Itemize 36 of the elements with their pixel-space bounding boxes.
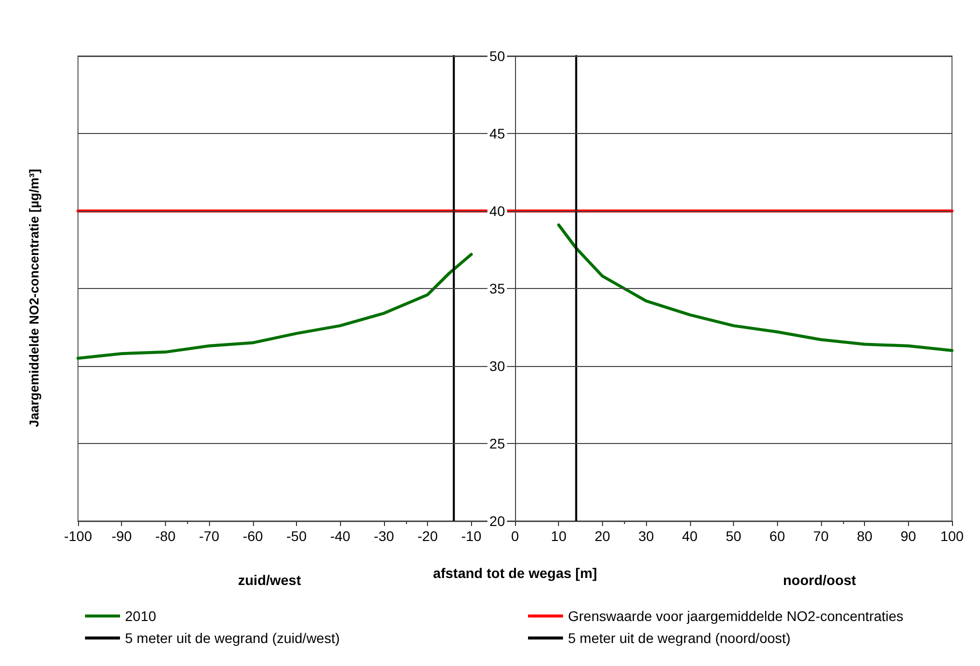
x-tick-label: -60 [242,528,264,544]
legend-label: 5 meter uit de wegrand (zuid/west) [125,630,340,646]
legend-label: 5 meter uit de wegrand (noord/oost) [568,630,791,646]
x-tick-label: -30 [374,528,394,544]
x-tick-label: 10 [550,528,567,544]
y-tick-label: 20 [489,513,506,529]
x-tick-label: 100 [940,528,964,544]
x-tick-label: -90 [112,528,132,544]
y-tick-label: 45 [489,126,506,142]
x-tick-label: -50 [286,528,307,544]
x-tick-label: 70 [813,528,829,544]
x-tick-label: -70 [198,528,220,544]
x-tick-label: 30 [638,528,654,544]
y-axis-title: Jaargemiddelde NO2-concentratie [µg/m³] [26,168,42,428]
x-tick-label: 40 [682,528,698,544]
x-tick-label: 60 [769,528,786,544]
x-tick-label: 50 [726,528,742,544]
legend-label: Grenswaarde voor jaargemiddelde NO2-concentraties [568,608,904,624]
text: noord/oost [782,572,856,588]
x-tick-label: -80 [155,528,176,544]
x-tick-label: -10 [461,528,482,544]
x-tick-label: 80 [856,528,873,544]
legend-label: 2010 [125,608,156,624]
x-tick-label: -100 [64,528,92,544]
x-tick-label: -20 [417,528,438,544]
y-tick-label: 40 [489,203,506,219]
text: zuid/west [238,572,302,588]
x-tick-label: 0 [511,528,520,544]
x-tick-label: -40 [330,528,351,544]
x-axis-title: afstand tot de wegas [m] [432,565,598,581]
y-tick-label: 50 [489,48,506,64]
y-tick-label: 25 [489,436,506,452]
y-tick-label: 30 [489,358,506,374]
x-tick-label: 90 [900,528,916,544]
x-tick-label: 20 [594,528,610,544]
y-tick-label: 35 [489,280,506,296]
